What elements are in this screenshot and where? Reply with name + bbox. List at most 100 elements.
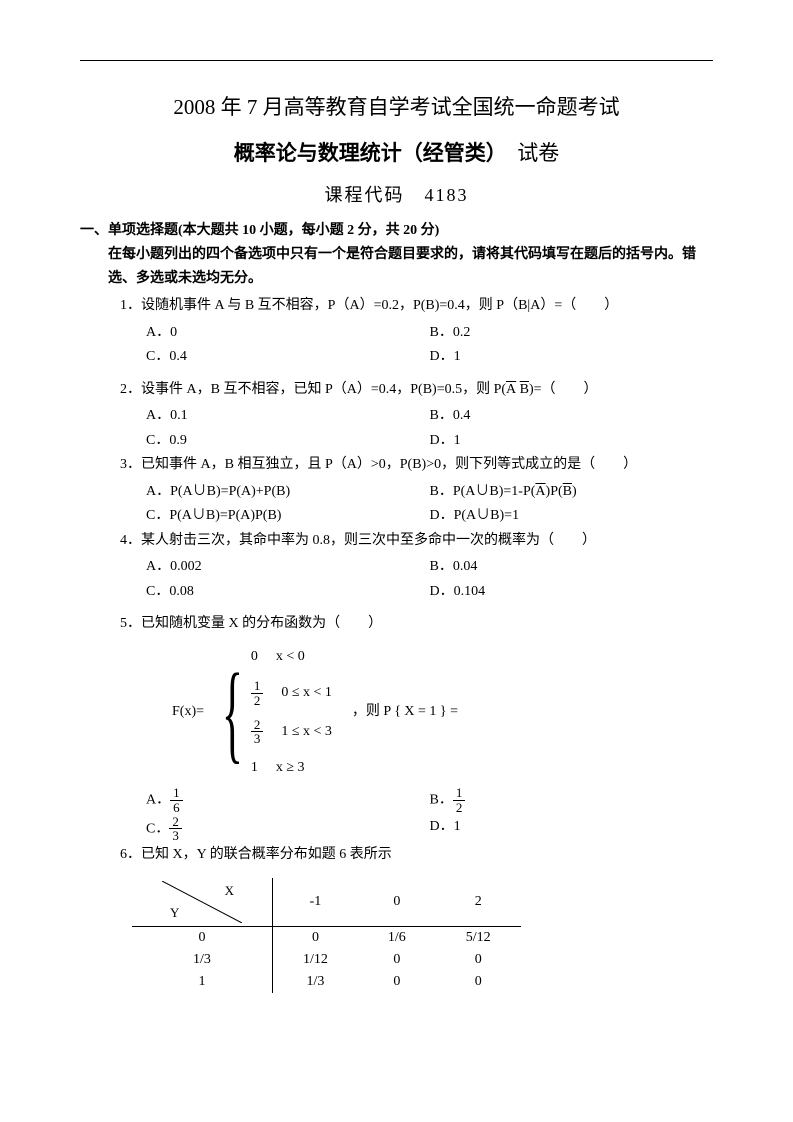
row-h-1: 1/3	[132, 949, 273, 971]
section-1-line1: 一、单项选择题(本大题共 10 小题，每小题 2 分，共 20 分)	[80, 219, 713, 243]
q6-stem: 6．已知 X，Y 的联合概率分布如题 6 表所示	[120, 843, 713, 868]
q1-stem: 1．设随机事件 A 与 B 互不相容，P（A）=0.2，P(B)=0.4，则 P…	[120, 294, 713, 319]
q5-opt-d: D．1	[430, 815, 714, 843]
q5-stem: 5．已知随机变量 X 的分布函数为（ ）	[120, 612, 713, 637]
q2-opt-c: C．0.9	[146, 429, 430, 454]
q5-tail: ，则 P { X = 1 } =	[352, 700, 458, 725]
q5-c-num: 2	[169, 815, 182, 830]
q4-opt-a: A．0.002	[146, 555, 430, 580]
pw2-cond: 1 ≤ x < 3	[281, 720, 332, 745]
q4-opt-c: C．0.08	[146, 580, 430, 605]
pw-row-0: 0 x < 0	[251, 645, 332, 670]
pw3-cond: x ≥ 3	[276, 756, 305, 781]
question-4: 4．某人射击三次，其命中率为 0.8，则三次中至多命中一次的概率为（ ） A．0…	[80, 529, 713, 605]
q1-opt-c: C．0.4	[146, 345, 430, 370]
q5-a-den: 6	[170, 801, 183, 815]
q4-opt-b: B．0.04	[430, 555, 714, 580]
course-code: 4183	[425, 185, 469, 205]
q5-opt-a: A．16	[146, 786, 430, 814]
pw-row-1: 12 0 ≤ x < 1	[251, 679, 332, 707]
cell-1-2: 0	[436, 949, 521, 971]
q2-opt-a: A．0.1	[146, 404, 430, 429]
question-2: 2．设事件 A，B 互不相容，已知 P（A）=0.4，P(B)=0.5，则 P(…	[80, 378, 713, 454]
cell-1-0: 1/12	[273, 949, 358, 971]
question-6: 6．已知 X，Y 的联合概率分布如题 6 表所示	[80, 843, 713, 868]
q5-b-num: 1	[453, 786, 466, 801]
fx-label: F(x)=	[172, 700, 204, 725]
q5-opt-b: B．12	[430, 786, 714, 814]
q2-opt-d: D．1	[430, 429, 714, 454]
a-bar: A	[506, 382, 516, 397]
course-label: 课程代码	[325, 185, 405, 205]
a-bar-2: A	[535, 484, 545, 499]
pw1-den: 2	[251, 694, 264, 708]
col-h-2: 2	[436, 878, 521, 927]
exam-subject: 概率论与数理统计（经管类） 试卷	[80, 137, 713, 167]
subject-bold: 概率论与数理统计（经管类）	[234, 141, 497, 165]
pw1-cond: 0 ≤ x < 1	[281, 681, 332, 706]
q5-c-pre: C．	[146, 821, 169, 836]
q1-opt-d: D．1	[430, 345, 714, 370]
pw0-cond: x < 0	[276, 645, 305, 670]
q4-stem: 4．某人射击三次，其命中率为 0.8，则三次中至多命中一次的概率为（ ）	[120, 529, 713, 554]
row-h-0: 0	[132, 926, 273, 949]
q1-opt-a: A．0	[146, 321, 430, 346]
q5-a-pre: A．	[146, 793, 170, 808]
q2-stem: 2．设事件 A，B 互不相容，已知 P（A）=0.4，P(B)=0.5，则 P(…	[120, 378, 713, 403]
b-bar: B	[520, 382, 529, 397]
q5-opt-c: C．23	[146, 815, 430, 843]
cell-0-1: 1/6	[358, 926, 436, 949]
cell-0-0: 0	[273, 926, 358, 949]
q5-c-den: 3	[169, 829, 182, 843]
exam-title: 2008 年 7 月高等教育自学考试全国统一命题考试	[80, 91, 713, 121]
q3-opt-b: B．P(A∪B)=1-P(A)P(B)	[430, 480, 714, 505]
section-1-heading: 一、单项选择题(本大题共 10 小题，每小题 2 分，共 20 分) 在每小题列…	[80, 219, 713, 290]
piecewise-rows: 0 x < 0 12 0 ≤ x < 1 23 1 ≤ x < 3 1 x ≥ …	[251, 645, 332, 781]
joint-prob-table: X Y -1 0 2 0 0 1/6 5/12 1/3 1/12 0 0	[132, 878, 521, 993]
pw1-num: 1	[251, 679, 264, 694]
q2-stem-pre: 2．设事件 A，B 互不相容，已知 P（A）=0.4，P(B)=0.5，则 P(	[120, 382, 506, 397]
pw1-frac: 12	[251, 679, 264, 707]
x-label: X	[225, 883, 234, 899]
pw-row-3: 1 x ≥ 3	[251, 756, 332, 781]
subject-light: 试卷	[496, 141, 559, 165]
q5-a-num: 1	[170, 786, 183, 801]
col-h-0: -1	[273, 878, 358, 927]
course-code-line: 课程代码 4183	[80, 181, 713, 207]
question-1: 1．设随机事件 A 与 B 互不相容，P（A）=0.2，P(B)=0.4，则 P…	[80, 294, 713, 370]
b-bar-2: B	[563, 484, 572, 499]
top-rule	[80, 60, 713, 61]
q4-opt-d: D．0.104	[430, 580, 714, 605]
q5-piecewise: F(x)= { 0 x < 0 12 0 ≤ x < 1 23 1 ≤ x < …	[120, 639, 713, 787]
q3-b-pre: B．P(A∪B)=1-P(	[430, 484, 536, 499]
pw3-val: 1	[251, 756, 258, 781]
q3-stem: 3．已知事件 A，B 相互独立，且 P（A）>0，P(B)>0，则下列等式成立的…	[120, 453, 713, 478]
left-brace-icon: {	[222, 663, 243, 762]
q3-opt-d: D．P(A∪B)=1	[430, 504, 714, 529]
xy-diag-cell: X Y	[162, 881, 242, 923]
q3-b-mid: )P(	[546, 484, 563, 499]
pw0-val: 0	[251, 645, 258, 670]
row-h-2: 1	[132, 971, 273, 993]
section-1-line2: 在每小题列出的四个备选项中只有一个是符合题目要求的，请将其代码填写在题后的括号内…	[80, 243, 713, 291]
col-h-1: 0	[358, 878, 436, 927]
cell-2-1: 0	[358, 971, 436, 993]
q3-opt-c: C．P(A∪B)=P(A)P(B)	[146, 504, 430, 529]
q2-stem-post: )=（ ）	[529, 382, 598, 397]
q1-opt-b: B．0.2	[430, 321, 714, 346]
q5-b-pre: B．	[430, 793, 453, 808]
pw2-frac: 23	[251, 718, 264, 746]
pw2-num: 2	[251, 718, 264, 733]
question-3: 3．已知事件 A，B 相互独立，且 P（A）>0，P(B)>0，则下列等式成立的…	[80, 453, 713, 529]
q3-b-post: )	[572, 484, 577, 499]
q5-b-den: 2	[453, 801, 466, 815]
cell-2-2: 0	[436, 971, 521, 993]
q6-table: X Y -1 0 2 0 0 1/6 5/12 1/3 1/12 0 0	[80, 878, 713, 993]
q2-opt-b: B．0.4	[430, 404, 714, 429]
cell-2-0: 1/3	[273, 971, 358, 993]
cell-0-2: 5/12	[436, 926, 521, 949]
pw-row-2: 23 1 ≤ x < 3	[251, 718, 332, 746]
pw2-den: 3	[251, 732, 264, 746]
question-5: 5．已知随机变量 X 的分布函数为（ ） F(x)= { 0 x < 0 12 …	[80, 612, 713, 843]
cell-1-1: 0	[358, 949, 436, 971]
